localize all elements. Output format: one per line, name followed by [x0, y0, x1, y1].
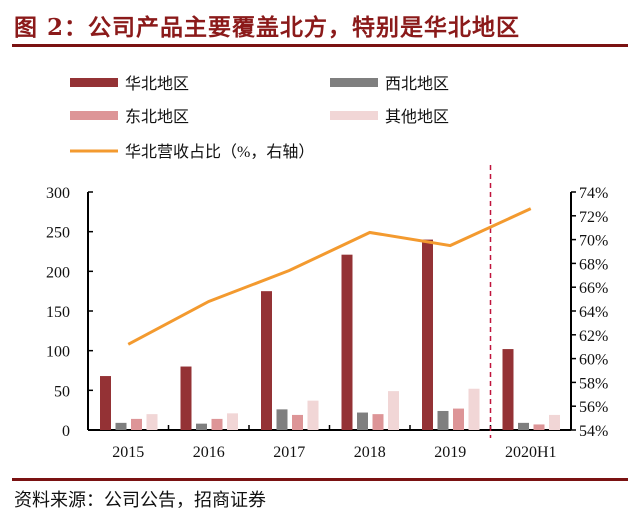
bar-其他地区	[227, 413, 238, 430]
y-tick-label: 50	[54, 383, 70, 400]
bars	[100, 239, 560, 430]
x-tick-label: 2017	[273, 444, 305, 461]
bar-东北地区	[533, 424, 545, 430]
bar-西北地区	[196, 423, 207, 430]
bar-东北地区	[211, 418, 223, 430]
bar-其他地区	[388, 391, 399, 430]
legend-label: 华北营收占比（%，右轴）	[125, 143, 314, 161]
bar-华北地区	[502, 349, 514, 430]
bar-东北地区	[131, 418, 142, 430]
y-tick-label: 300	[46, 185, 70, 202]
legend-label: 华北地区	[125, 75, 189, 93]
bar-西北地区	[276, 409, 288, 430]
y2-tick-label: 74%	[579, 185, 608, 202]
y2-tick-label: 56%	[579, 399, 608, 416]
y2-tick-label: 64%	[579, 304, 608, 321]
legend-swatch	[330, 111, 378, 120]
y2-tick-label: 72%	[579, 209, 608, 226]
figure-title: 图 2：公司产品主要覆盖北方，特别是华北地区	[14, 14, 521, 41]
bar-其他地区	[307, 400, 319, 430]
y2-tick-label: 66%	[579, 280, 608, 297]
y2-tick-label: 68%	[579, 256, 608, 273]
line-path	[127, 207, 532, 346]
x-tick-label: 2019	[434, 444, 466, 461]
axes: 0 50 100 150 200 250 300 54% 56% 58% 60% 62% 64% 66% 6…	[46, 165, 608, 461]
bar-华北地区	[261, 291, 272, 430]
y2-tick-label: 58%	[579, 375, 608, 392]
bar-西北地区	[115, 422, 127, 430]
x-tick-label: 2018	[354, 444, 386, 461]
bar-东北地区	[292, 414, 303, 430]
line-series	[127, 207, 532, 346]
bar-华北地区	[422, 239, 433, 430]
y2-tick-label: 62%	[579, 328, 608, 345]
legend-label: 西北地区	[385, 75, 449, 93]
bar-东北地区	[453, 408, 464, 430]
y-tick-label: 100	[46, 344, 70, 361]
legend-swatch	[70, 111, 118, 120]
y-tick-label: 200	[46, 264, 70, 281]
x-tick-label: 2015	[112, 444, 144, 461]
x-tick-label: 2016	[193, 444, 225, 461]
title-rule	[12, 44, 628, 47]
bar-其他地区	[146, 414, 158, 430]
y2-tick-label: 60%	[579, 352, 608, 369]
bar-其他地区	[468, 388, 480, 430]
bar-华北地区	[341, 254, 353, 430]
y2-tick-label: 70%	[579, 233, 608, 250]
bar-华北地区	[100, 376, 111, 430]
legend-swatch	[330, 78, 378, 87]
source-rule	[12, 478, 628, 481]
legend-label: 东北地区	[125, 108, 189, 126]
bar-西北地区	[518, 422, 529, 430]
y2-tick-label: 54%	[579, 423, 608, 440]
bar-其他地区	[549, 414, 560, 430]
bar-东北地区	[372, 414, 384, 430]
source-note: 资料来源：公司公告，招商证券	[14, 490, 266, 511]
y-tick-label: 250	[46, 225, 70, 242]
legend-swatch	[70, 78, 118, 87]
bar-华北地区	[180, 366, 192, 430]
y-tick-label: 0	[62, 423, 70, 440]
legend-label: 其他地区	[385, 108, 449, 126]
x-tick-label: 2020H1	[505, 444, 557, 461]
bar-西北地区	[357, 412, 368, 430]
y-tick-label: 150	[46, 304, 70, 321]
bar-西北地区	[437, 410, 449, 430]
